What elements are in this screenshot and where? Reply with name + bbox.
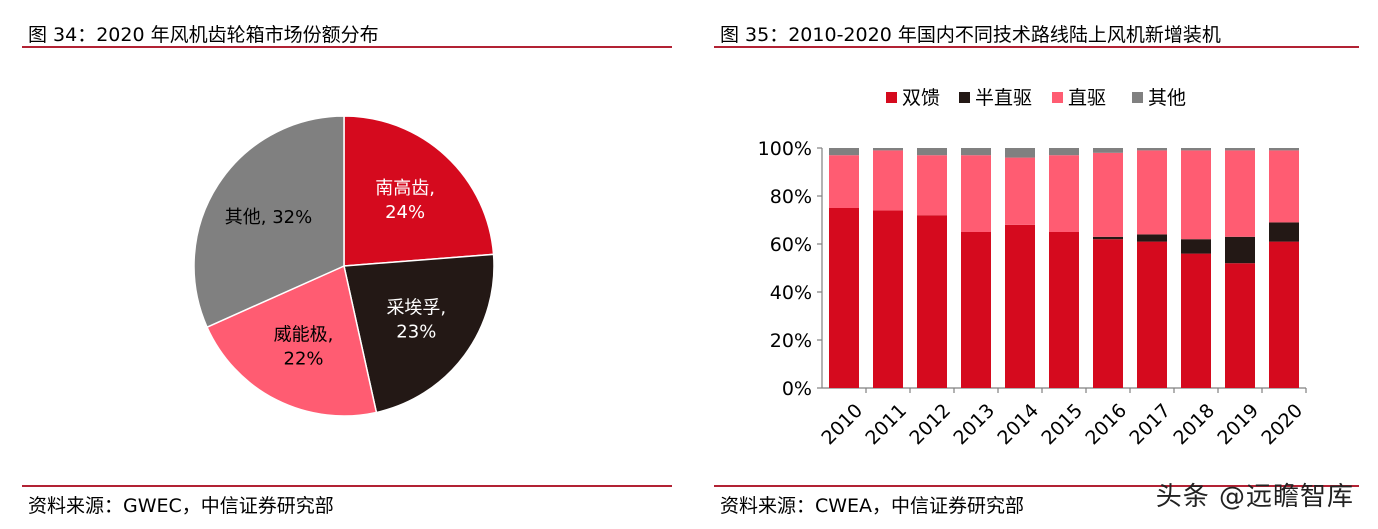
pie-source-note: 资料来源：GWEC，中信证券研究部	[28, 495, 334, 517]
bar-segment	[1093, 236, 1123, 240]
bar-segment	[1225, 150, 1255, 237]
bar-segment	[917, 148, 947, 156]
bar-segment	[829, 208, 859, 388]
bar-segment	[917, 215, 947, 388]
bar-segment	[1181, 150, 1211, 240]
pie-figure-title: 图 34：2020 年风机齿轮箱市场份额分布	[28, 24, 379, 46]
bar-figure-title: 图 35：2010-2020 年国内不同技术路线陆上风机新增装机	[720, 24, 1221, 46]
bar-segment	[873, 210, 903, 388]
bar-segment	[1181, 148, 1211, 151]
bar-source-rule	[714, 485, 1359, 487]
legend-label: 其他	[1148, 87, 1186, 109]
x-tick-label: 2011	[861, 400, 911, 450]
pie-chart: 南高齿, 24% 采埃孚, 23% 威能极, 22% 其他, 32%	[193, 115, 495, 417]
bar-segment	[1049, 155, 1079, 232]
pie-slice-label: 其他, 32%	[225, 207, 312, 228]
bar-segment	[917, 155, 947, 216]
bar-segment	[961, 148, 991, 156]
pie-slice-3	[206, 264, 378, 417]
pie-slice-label: 南高齿, 24%	[375, 178, 435, 223]
bar-segment	[1093, 152, 1123, 237]
bar-segment	[1181, 239, 1211, 254]
x-tick-label: 2013	[949, 400, 999, 450]
pie-slice-2	[343, 253, 495, 414]
bar-segment	[1137, 234, 1167, 242]
pie-figure-panel: 图 34：2020 年风机齿轮箱市场份额分布 南高齿, 24% 采埃孚, 23% 威能极…	[22, 0, 672, 529]
bar-segment	[1005, 157, 1035, 225]
legend-swatch	[886, 92, 897, 103]
bar-segment	[961, 232, 991, 388]
bar-segment	[1269, 241, 1299, 388]
bar-segment	[1181, 253, 1211, 388]
pie-slice-label: 威能极, 22%	[274, 324, 334, 369]
bar-segment	[961, 155, 991, 232]
bar-segment	[829, 148, 859, 156]
y-tick-label: 0%	[782, 378, 812, 400]
legend-swatch	[1132, 92, 1143, 103]
x-tick-label: 2014	[993, 400, 1043, 450]
bar-segment	[1137, 148, 1167, 151]
bar-title-rule	[714, 46, 1359, 48]
bar-segment	[1269, 148, 1299, 151]
bar-segment	[1049, 232, 1079, 388]
bar-segment	[1093, 148, 1123, 153]
pie-slice-1	[343, 115, 495, 267]
x-tick-label: 2016	[1081, 400, 1131, 450]
y-tick-label: 20%	[770, 330, 812, 352]
x-tick-label: 2015	[1037, 400, 1087, 450]
legend-label: 双馈	[902, 87, 940, 109]
watermark-text: 头条 @远瞻智库	[1155, 482, 1354, 512]
bar-segment	[1005, 148, 1035, 158]
pie-source-rule	[22, 485, 672, 487]
y-tick-label: 40%	[770, 282, 812, 304]
y-tick-label: 80%	[770, 186, 812, 208]
bar-segment	[1225, 236, 1255, 264]
bar-source-note: 资料来源：CWEA，中信证券研究部	[720, 495, 1025, 517]
x-tick-label: 2019	[1213, 400, 1263, 450]
bar-figure-panel: 图 35：2010-2020 年国内不同技术路线陆上风机新增装机 双馈 半直驱 直驱…	[714, 0, 1359, 529]
bar-segment	[873, 150, 903, 211]
y-tick-label: 60%	[770, 234, 812, 256]
bar-segment	[1225, 263, 1255, 388]
legend-label: 直驱	[1068, 87, 1106, 109]
bar-segment	[1137, 150, 1167, 235]
bar-segment	[1093, 239, 1123, 388]
legend-label: 半直驱	[975, 87, 1032, 109]
x-tick-label: 2020	[1257, 400, 1307, 450]
x-tick-label: 2017	[1125, 400, 1175, 450]
pie-title-rule	[22, 46, 672, 48]
bar-segment	[1005, 224, 1035, 388]
bar-segment	[1049, 148, 1079, 156]
legend-swatch	[1052, 92, 1063, 103]
bar-segment	[1225, 148, 1255, 151]
bar-segment	[1269, 150, 1299, 223]
x-tick-label: 2010	[817, 400, 867, 450]
stacked-bar-chart: 双馈 半直驱 直驱 其他0%20%40%60%80%100%2010201120122…	[758, 87, 1307, 450]
bar-segment	[829, 155, 859, 208]
y-tick-label: 100%	[758, 138, 812, 160]
bar-segment	[1137, 241, 1167, 388]
x-tick-label: 2018	[1169, 400, 1219, 450]
legend-swatch	[959, 92, 970, 103]
pie-slice-label: 采埃孚, 23%	[386, 298, 446, 343]
pie-slice-4	[193, 115, 345, 329]
bar-segment	[1269, 222, 1299, 242]
bar-segment	[873, 148, 903, 151]
x-tick-label: 2012	[905, 400, 955, 450]
